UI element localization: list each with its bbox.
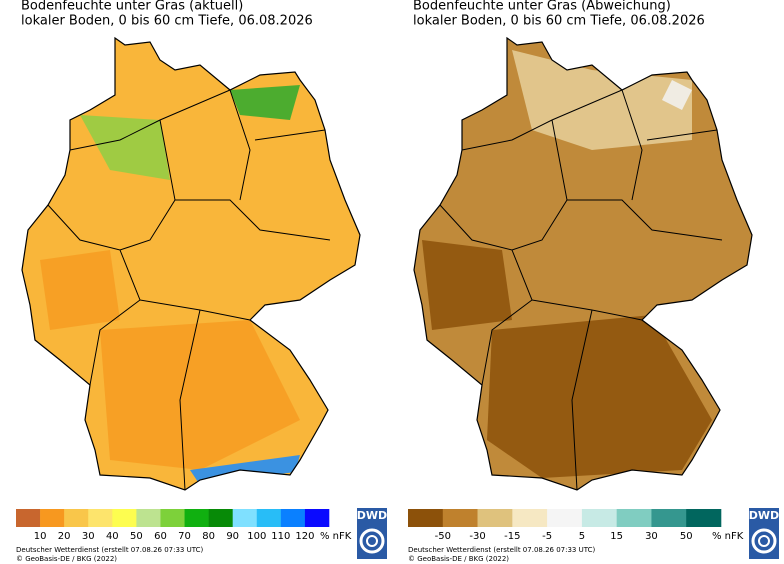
legend-tick-label: 30 (645, 531, 658, 542)
state-border (621, 89, 643, 201)
map-region (100, 320, 300, 470)
state-border (69, 89, 231, 151)
legend-tick-label: 70 (178, 531, 191, 542)
state-border (461, 89, 623, 151)
panel-subtitle: lokaler Boden, 0 bis 60 cm Tiefe, 06.08.… (413, 14, 705, 29)
legend-swatch (64, 509, 89, 527)
legend-swatch (547, 509, 583, 527)
logo-swirl (751, 528, 777, 554)
panel: Bodenfeuchte unter Gras (aktuell)lokaler… (16, 0, 387, 563)
legend-swatch (112, 509, 137, 527)
state-border (571, 309, 593, 490)
legend-swatch (477, 509, 513, 527)
state-border (229, 89, 251, 201)
legend-tick-label: 10 (34, 531, 47, 542)
patches (422, 50, 723, 490)
legend-tick-label: 50 (130, 531, 143, 542)
credit: © GeoBasis-DE / BKG (2022) (16, 555, 117, 563)
logo-swirl (359, 528, 385, 554)
legend-swatch (16, 509, 41, 527)
legend-swatch (280, 509, 306, 527)
legend-swatch (616, 509, 652, 527)
legend-swatch (651, 509, 687, 527)
credit: © GeoBasis-DE / BKG (2022) (408, 555, 509, 563)
state-border (254, 129, 326, 141)
legend-swatch (136, 509, 161, 527)
state-border (175, 199, 331, 241)
logo-text: DWD (357, 509, 387, 522)
legend-tick-label: -30 (469, 531, 485, 542)
legend-tick-label: -5 (542, 531, 552, 542)
legend-tick-label: 5 (579, 531, 585, 542)
panel-title: Bodenfeuchte unter Gras (aktuell) (21, 0, 243, 14)
legend-swatch (512, 509, 548, 527)
legend-swatch (208, 509, 233, 527)
panel-title: Bodenfeuchte unter Gras (Abweichung) (413, 0, 671, 14)
legend-swatch (232, 509, 258, 527)
legend-swatch (304, 509, 330, 527)
legend-tick-label: 40 (106, 531, 119, 542)
legend-tick-label: 20 (58, 531, 71, 542)
legend-swatch (581, 509, 617, 527)
logo-text: DWD (749, 509, 779, 522)
map-region (40, 250, 120, 330)
state-border (89, 249, 141, 386)
panel: Bodenfeuchte unter Gras (Abweichung)loka… (408, 0, 779, 563)
state-border (179, 309, 201, 490)
legend-tick-label: 120 (295, 531, 314, 542)
map-region (230, 85, 300, 120)
map-region (487, 315, 712, 478)
map-region (512, 50, 692, 150)
legend-tick-label: -50 (435, 531, 451, 542)
legend-tick-label: -15 (504, 531, 520, 542)
legend-swatch (160, 509, 185, 527)
logo-swirl (366, 535, 378, 547)
state-border (567, 199, 723, 241)
legend-tick-label: 110 (271, 531, 290, 542)
map-region (422, 240, 512, 330)
legend-swatch (442, 509, 478, 527)
legend-swatch (408, 509, 444, 527)
legend-unit: % nFK (320, 531, 352, 542)
patches (40, 85, 331, 490)
country-border (21, 36, 361, 491)
country-border (413, 36, 753, 491)
state-border (439, 119, 568, 251)
legend-tick-label: 100 (247, 531, 266, 542)
map-region (80, 115, 170, 180)
legend-unit: % nFK (712, 531, 744, 542)
map-region (662, 80, 692, 110)
credit: Deutscher Wetterdienst (erstellt 07.08.2… (16, 546, 203, 554)
state-border (481, 249, 533, 386)
legend-tick-label: 30 (82, 531, 95, 542)
legend-swatch (256, 509, 282, 527)
panel-subtitle: lokaler Boden, 0 bis 60 cm Tiefe, 06.08.… (21, 14, 313, 29)
state-border (646, 129, 718, 141)
legend-swatch (88, 509, 113, 527)
legend-tick-label: 50 (680, 531, 693, 542)
credit: Deutscher Wetterdienst (erstellt 07.08.2… (408, 546, 595, 554)
legend-swatch (184, 509, 209, 527)
legend-tick-label: 80 (202, 531, 215, 542)
legend-tick-label: 15 (610, 531, 623, 542)
state-border (47, 119, 176, 251)
legend-tick-label: 60 (154, 531, 167, 542)
logo-swirl (758, 535, 770, 547)
legend-tick-label: 90 (226, 531, 239, 542)
legend-swatch (686, 509, 722, 527)
legend-swatch (40, 509, 65, 527)
